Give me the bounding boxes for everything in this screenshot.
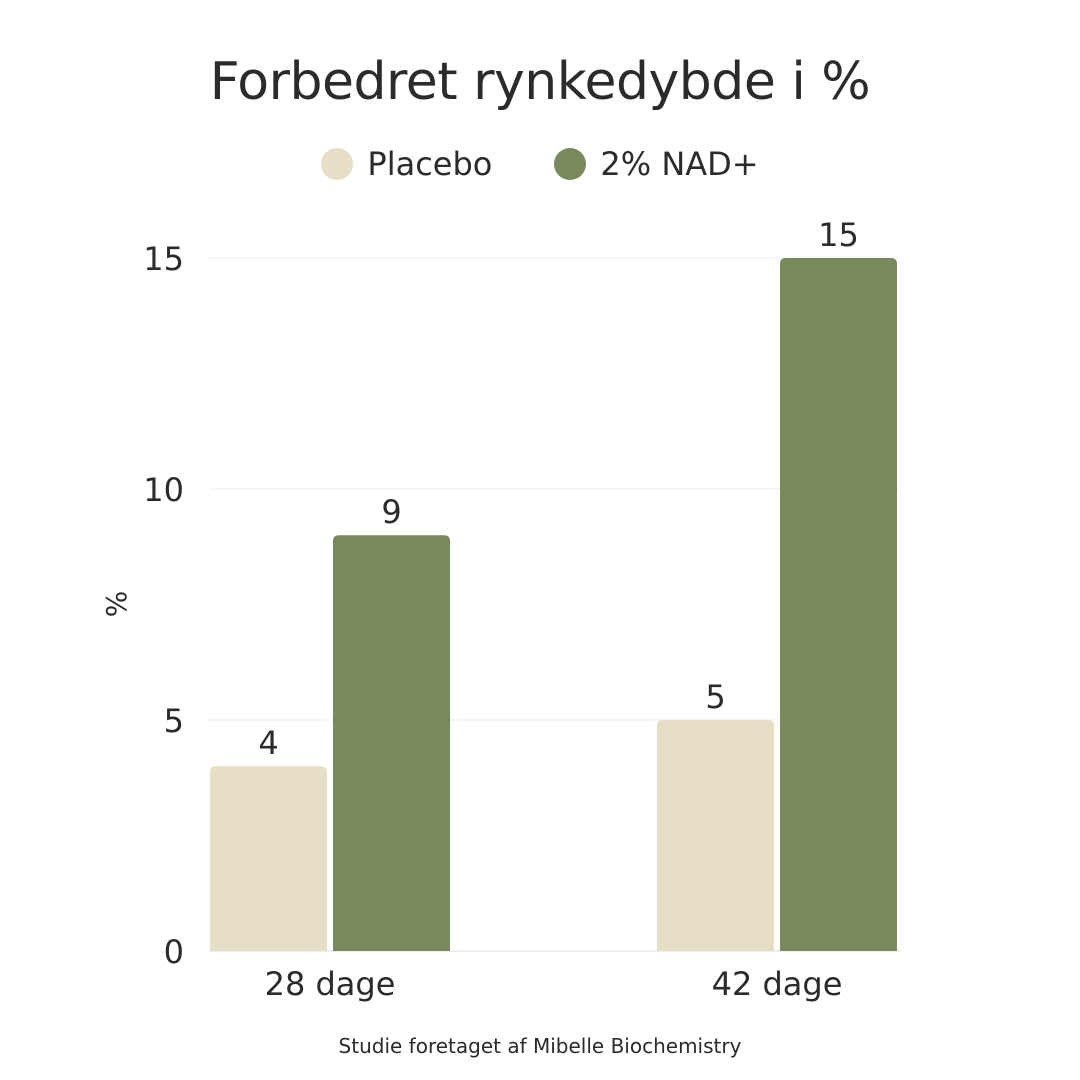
data-label: 5: [705, 678, 725, 716]
legend-item-nad: 2% NAD+: [554, 140, 759, 188]
footnote: Studie foretaget af Mibelle Biochemistry: [338, 1034, 742, 1058]
legend-label-placebo: Placebo: [367, 145, 493, 183]
bar-placebo-1: [210, 766, 327, 951]
legend: Placebo 2% NAD+: [0, 140, 1080, 188]
legend-item-placebo: Placebo: [321, 140, 492, 188]
bar-nad-2: [780, 258, 897, 951]
chart-title: Forbedret rynkedybde i %: [209, 52, 871, 112]
bar-placebo-2: [657, 720, 774, 951]
bar-nad-1: [333, 535, 450, 951]
data-label: 15: [818, 216, 859, 254]
data-label: 4: [258, 724, 278, 762]
y-tick-label: 5: [164, 702, 184, 740]
x-tick-label: 28 dage: [265, 965, 396, 1003]
y-tick-label: 0: [164, 933, 184, 971]
y-tick-label: 15: [143, 240, 184, 278]
legend-swatch-placebo: [321, 148, 354, 180]
y-tick-label: 10: [143, 471, 184, 509]
legend-label-nad: 2% NAD+: [600, 145, 759, 183]
y-axis-label: %: [100, 591, 133, 618]
x-tick-label: 42 dage: [712, 965, 843, 1003]
legend-swatch-nad: [554, 148, 587, 180]
data-label: 9: [381, 493, 401, 531]
